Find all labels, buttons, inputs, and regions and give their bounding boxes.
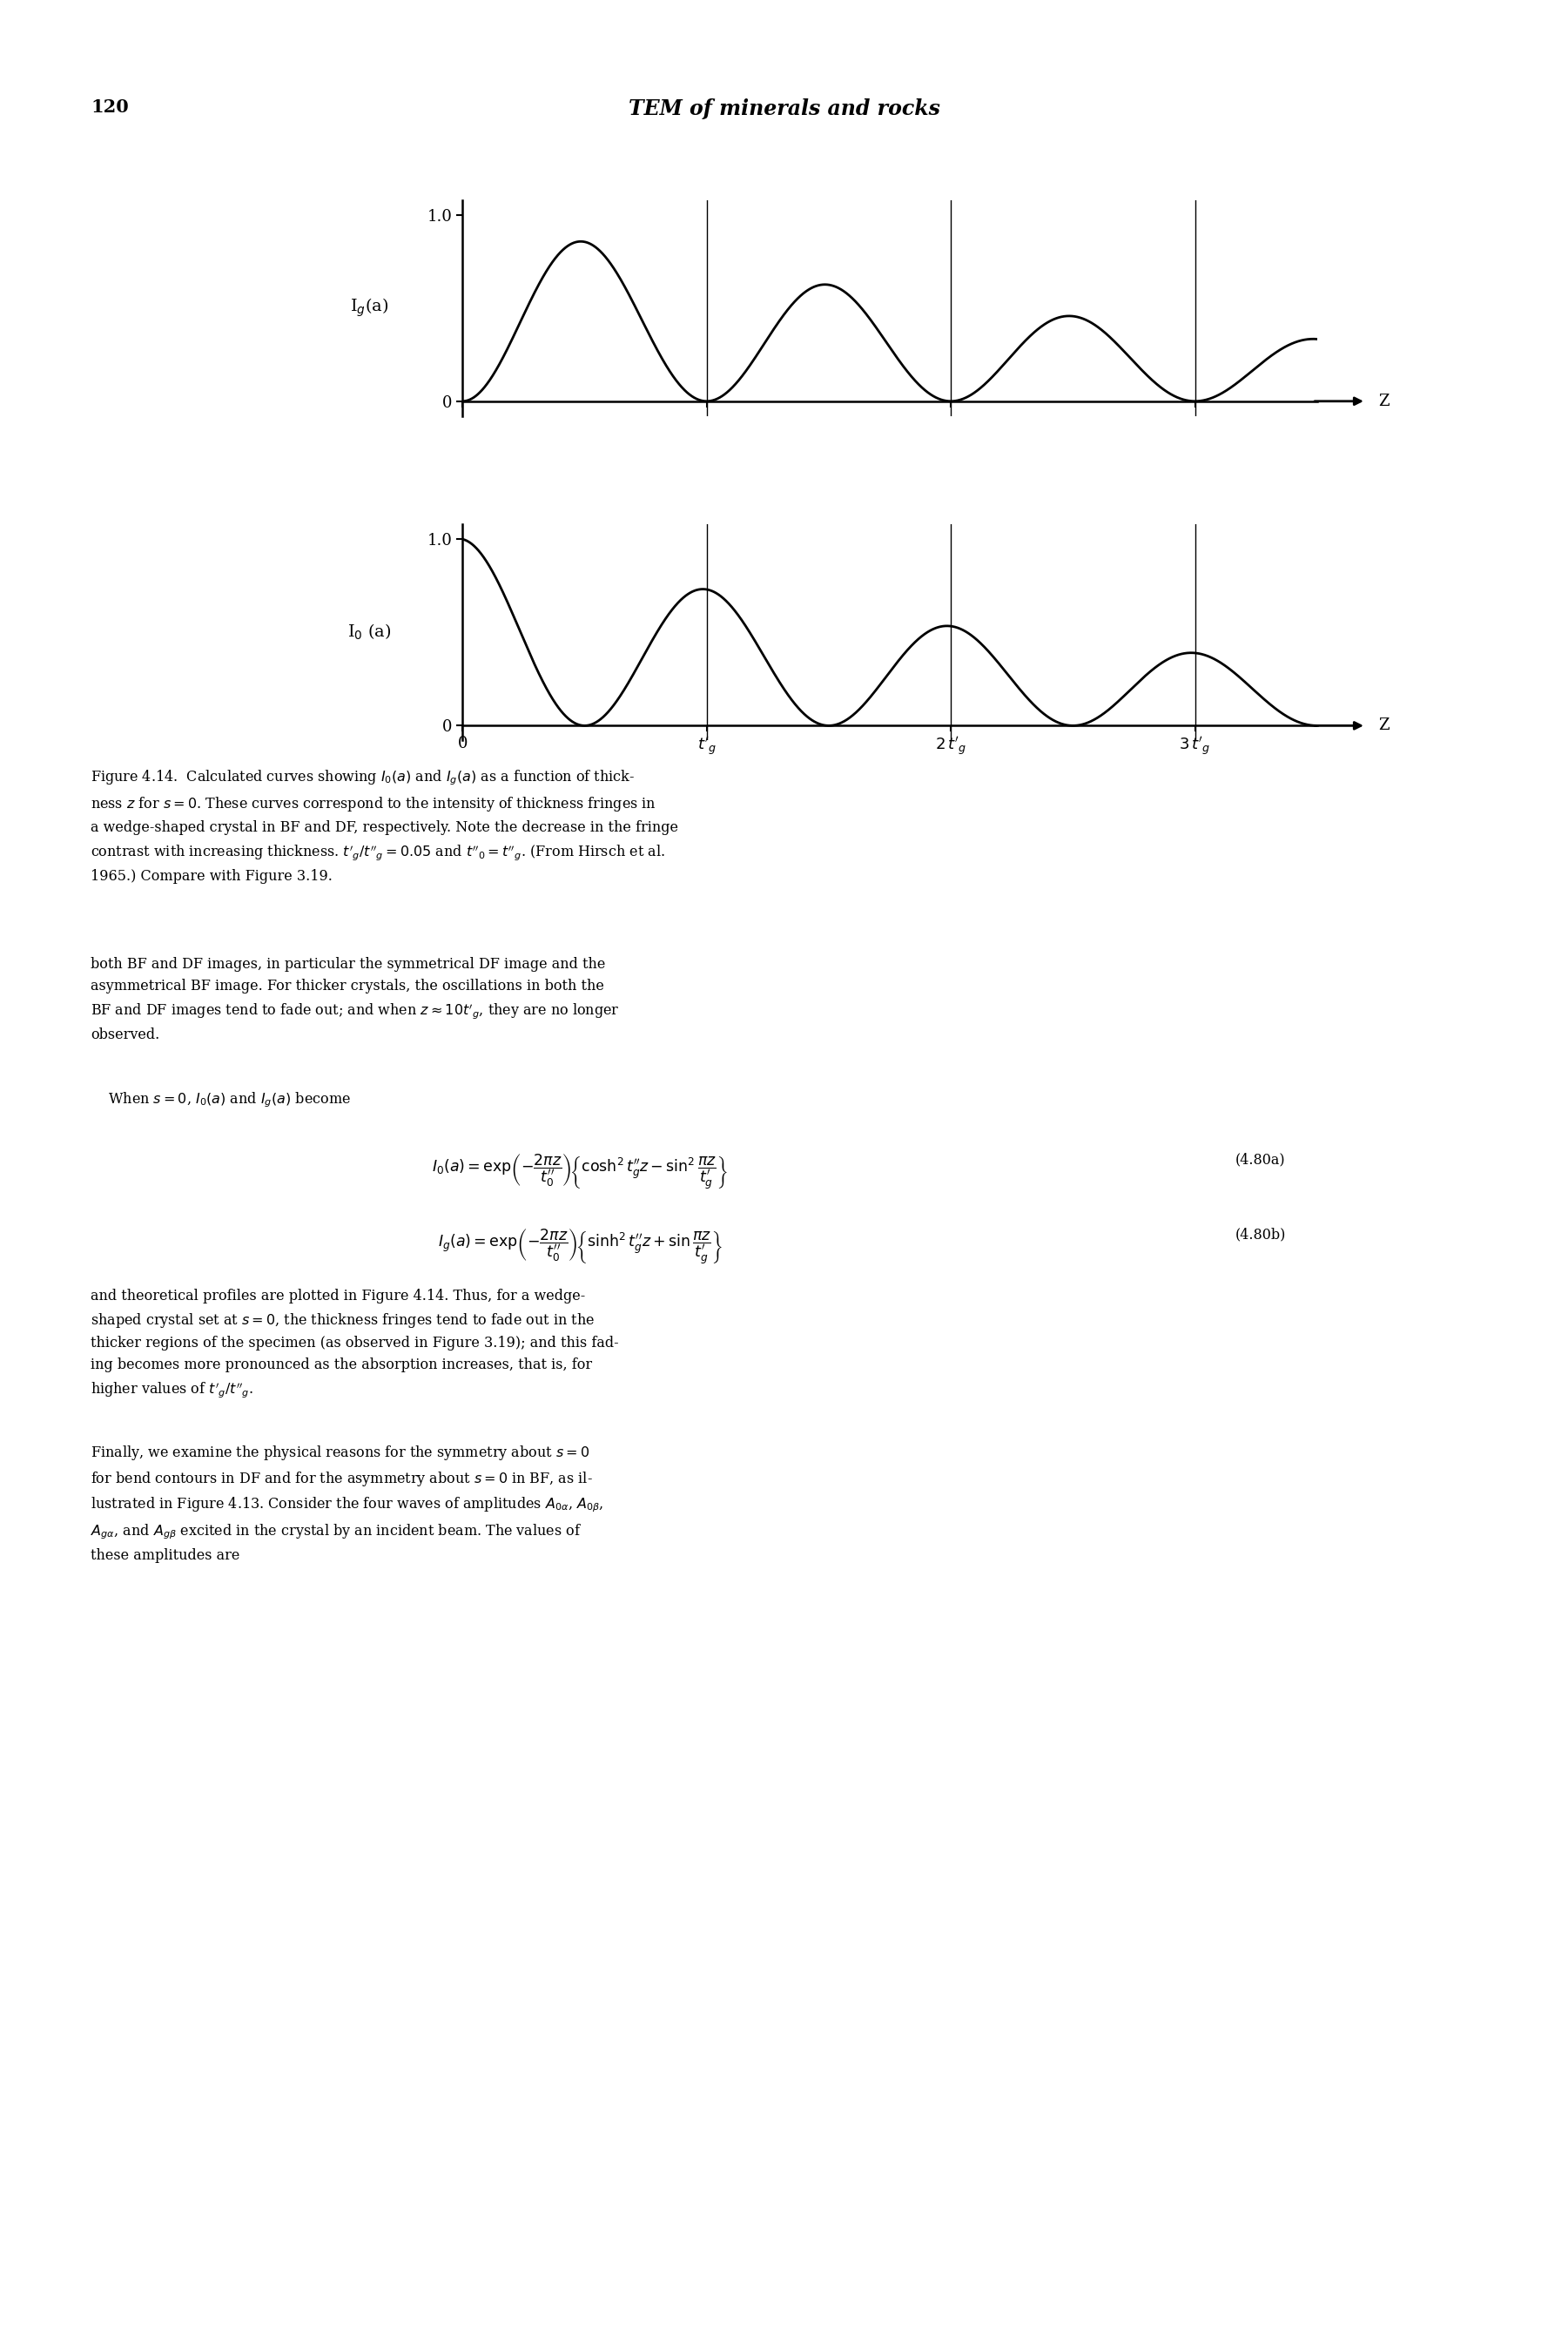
Text: (4.80b): (4.80b) xyxy=(1236,1227,1286,1241)
Text: $I_0(a) = \exp\!\left(-\dfrac{2\pi z}{t_0''}\right)\!\left\{\cosh^2 t_g'' z - \s: $I_0(a) = \exp\!\left(-\dfrac{2\pi z}{t_… xyxy=(433,1152,728,1192)
Text: (4.80a): (4.80a) xyxy=(1236,1152,1286,1166)
Text: Figure 4.14.  Calculated curves showing $I_0(a)$ and $I_g(a)$ as a function of t: Figure 4.14. Calculated curves showing $… xyxy=(91,769,679,884)
Text: 120: 120 xyxy=(91,99,129,115)
Text: TEM of minerals and rocks: TEM of minerals and rocks xyxy=(629,99,939,120)
Text: When $s = 0$, $I_0(a)$ and $I_g(a)$ become: When $s = 0$, $I_0(a)$ and $I_g(a)$ beco… xyxy=(91,1091,351,1110)
Text: Z: Z xyxy=(1378,393,1389,409)
Y-axis label: I$_0$ (a): I$_0$ (a) xyxy=(347,623,390,642)
Text: $I_g(a) = \exp\!\left(-\dfrac{2\pi z}{t_0''}\right)\!\left\{\sinh^2 t_g'' z + \s: $I_g(a) = \exp\!\left(-\dfrac{2\pi z}{t_… xyxy=(437,1227,723,1267)
Text: and theoretical profiles are plotted in Figure 4.14. Thus, for a wedge-
shaped c: and theoretical profiles are plotted in … xyxy=(91,1288,619,1399)
Text: both BF and DF images, in particular the symmetrical DF image and the
asymmetric: both BF and DF images, in particular the… xyxy=(91,957,619,1041)
Y-axis label: I$_g$(a): I$_g$(a) xyxy=(350,296,389,320)
Text: Z: Z xyxy=(1378,717,1389,734)
Text: Finally, we examine the physical reasons for the symmetry about $s = 0$
for bend: Finally, we examine the physical reasons… xyxy=(91,1444,604,1563)
